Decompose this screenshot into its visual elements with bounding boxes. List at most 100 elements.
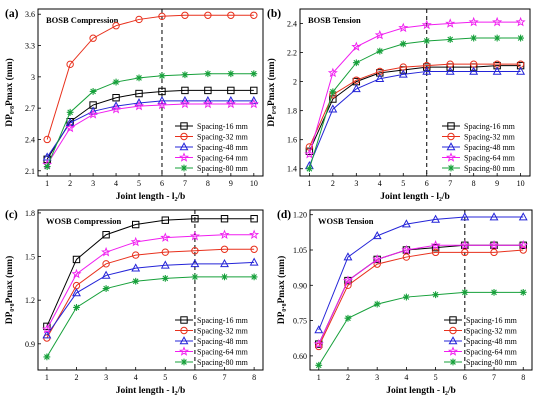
data-point (431, 243, 440, 252)
legend-label: Spacing-48 mm (197, 143, 249, 152)
legend-marker (179, 346, 189, 356)
data-point (459, 240, 470, 250)
data-point (158, 12, 166, 21)
legend-label: Spacing-64 mm (197, 348, 249, 357)
y-tick-label: 1.2 (25, 296, 35, 305)
data-point (250, 245, 258, 253)
legend-label: Spacing-64 mm (197, 154, 249, 163)
data-point (134, 100, 145, 111)
data-point (112, 22, 120, 30)
data-point (191, 215, 199, 223)
series-line (46, 103, 254, 165)
series-3 (314, 212, 528, 334)
data-point (398, 69, 408, 78)
legend-item: Spacing-80 mm (175, 164, 249, 173)
data-point (88, 109, 99, 119)
chart-title: WOSB Tension (318, 216, 374, 226)
data-point (191, 273, 199, 281)
data-point (156, 99, 167, 110)
data-point (423, 37, 431, 45)
legend-marker (447, 164, 455, 172)
legend-item: Spacing-32 mm (175, 327, 249, 336)
x-tick-label: 1 (307, 179, 311, 188)
data-point (489, 212, 499, 221)
data-point (313, 338, 324, 349)
data-point (89, 88, 97, 95)
legend-label: Spacing-80 mm (197, 358, 249, 367)
data-point (304, 148, 315, 159)
data-point (431, 248, 440, 257)
series-line (46, 14, 254, 140)
legend-marker (449, 358, 457, 366)
x-tick-label: 3 (91, 179, 95, 188)
data-point (73, 304, 80, 311)
data-point (375, 73, 385, 83)
data-point (112, 94, 120, 102)
data-point (219, 229, 230, 239)
panel-label: (c) (5, 209, 18, 221)
data-point (160, 232, 171, 242)
panel-label: (b) (267, 8, 281, 20)
legend-label: Spacing-48 mm (197, 337, 249, 346)
series-4 (304, 16, 526, 159)
data-point (430, 240, 441, 250)
data-point (135, 74, 143, 82)
data-point (431, 214, 441, 223)
legend-marker (448, 346, 458, 356)
panel-label: (a) (5, 8, 19, 20)
series-line (318, 291, 524, 366)
data-point (220, 215, 229, 223)
legend-label: Spacing-16 mm (197, 316, 249, 325)
data-point (423, 61, 431, 70)
data-point (250, 86, 258, 95)
x-axis-label: Joint length - l₂/b (116, 386, 186, 396)
x-tick-label: 4 (114, 179, 118, 188)
series-5 (305, 34, 525, 173)
series-line (46, 248, 255, 339)
data-point (401, 244, 412, 255)
data-point (181, 11, 189, 19)
y-tick-label: 2.2 (287, 49, 297, 58)
data-point (66, 108, 74, 116)
x-tick-label: 8 (206, 179, 210, 188)
legend-label: Spacing-32 mm (464, 133, 516, 142)
data-point (43, 163, 51, 171)
legend-marker (180, 326, 188, 335)
series-line (308, 21, 521, 155)
legend-item: Spacing-80 mm (444, 358, 518, 367)
y-tick-label: 0.90 (293, 281, 307, 290)
data-point (130, 236, 141, 247)
x-tick-label: 6 (193, 373, 197, 382)
data-point (492, 66, 502, 75)
data-point (72, 255, 81, 264)
data-point (158, 72, 166, 80)
panel-label: (d) (277, 209, 291, 221)
x-tick-label: 6 (160, 179, 164, 188)
data-point (402, 253, 411, 261)
y-tick-label: 3 (31, 73, 35, 82)
legend-marker (180, 122, 188, 130)
legend-item: Spacing-80 mm (442, 164, 516, 173)
series-line (46, 218, 255, 327)
x-tick-label: 8 (472, 179, 476, 188)
y-tick-label: 1.5 (25, 253, 35, 262)
series-line (308, 37, 521, 169)
data-point (158, 87, 166, 96)
chart-title: WOSB Compression (46, 216, 121, 226)
data-point (191, 247, 199, 255)
data-point (249, 257, 259, 266)
data-point (305, 165, 313, 173)
legend-item: Spacing-16 mm (175, 122, 249, 131)
data-point (492, 16, 503, 27)
legend-item: Spacing-48 mm (175, 142, 249, 152)
data-point (315, 361, 323, 369)
data-point (250, 215, 258, 223)
data-point (401, 219, 411, 228)
x-tick-label: 4 (134, 373, 138, 382)
legend-marker (180, 316, 188, 324)
data-point (43, 135, 51, 144)
data-point (351, 84, 361, 93)
data-point (179, 98, 190, 109)
data-point (344, 314, 352, 322)
